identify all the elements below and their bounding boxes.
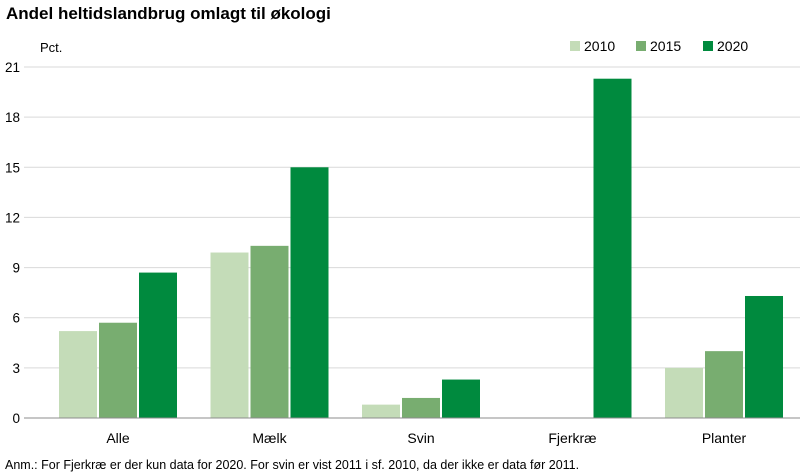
bar-planter-2015 [705, 351, 743, 418]
legend-label-2015: 2015 [650, 38, 681, 54]
y-axis-label: Pct. [40, 40, 62, 55]
legend-label-2020: 2020 [717, 38, 748, 54]
legend: 2010 2015 2020 [570, 38, 748, 54]
bars [59, 78, 783, 418]
legend-swatch-2020 [703, 41, 713, 51]
chart-title: Andel heltidslandbrug omlagt til økologi [6, 4, 331, 23]
bar-alle-2010 [59, 331, 97, 418]
legend-label-2010: 2010 [584, 38, 615, 54]
x-tick-label: Alle [106, 430, 130, 446]
y-tick-label: 21 [5, 60, 20, 75]
y-tick-label: 0 [12, 411, 20, 426]
y-tick-label: 3 [12, 361, 20, 376]
x-tick-label: Mælk [252, 430, 287, 446]
bar-fjerkræ-2020 [593, 78, 632, 418]
bar-alle-2015 [99, 322, 137, 418]
bar-planter-2010 [665, 367, 703, 418]
y-tick-label: 18 [5, 110, 20, 125]
bar-svin-2015 [402, 397, 440, 418]
legend-swatch-2010 [570, 41, 580, 51]
y-tick-label: 12 [5, 210, 20, 225]
x-tick-label: Fjerkræ [548, 430, 596, 446]
y-tick-labels: 0 3 6 9 12 15 18 21 [5, 60, 20, 426]
x-tick-label: Planter [702, 430, 747, 446]
x-tick-label: Svin [407, 430, 434, 446]
x-tick-labels: Alle Mælk Svin Fjerkræ Planter [106, 430, 746, 446]
bar-mælk-2020 [290, 167, 329, 418]
bar-planter-2020 [745, 295, 783, 418]
y-tick-label: 6 [12, 311, 20, 326]
bar-svin-2020 [442, 379, 480, 418]
y-tick-label: 15 [5, 160, 20, 175]
bar-alle-2020 [139, 272, 177, 418]
bar-svin-2010 [362, 404, 400, 418]
footnote: Anm.: For Fjerkræ er der kun data for 20… [5, 458, 580, 472]
bar-mælk-2015 [250, 245, 289, 418]
y-tick-label: 9 [12, 261, 20, 276]
bar-mælk-2010 [210, 252, 249, 418]
legend-swatch-2015 [636, 41, 646, 51]
